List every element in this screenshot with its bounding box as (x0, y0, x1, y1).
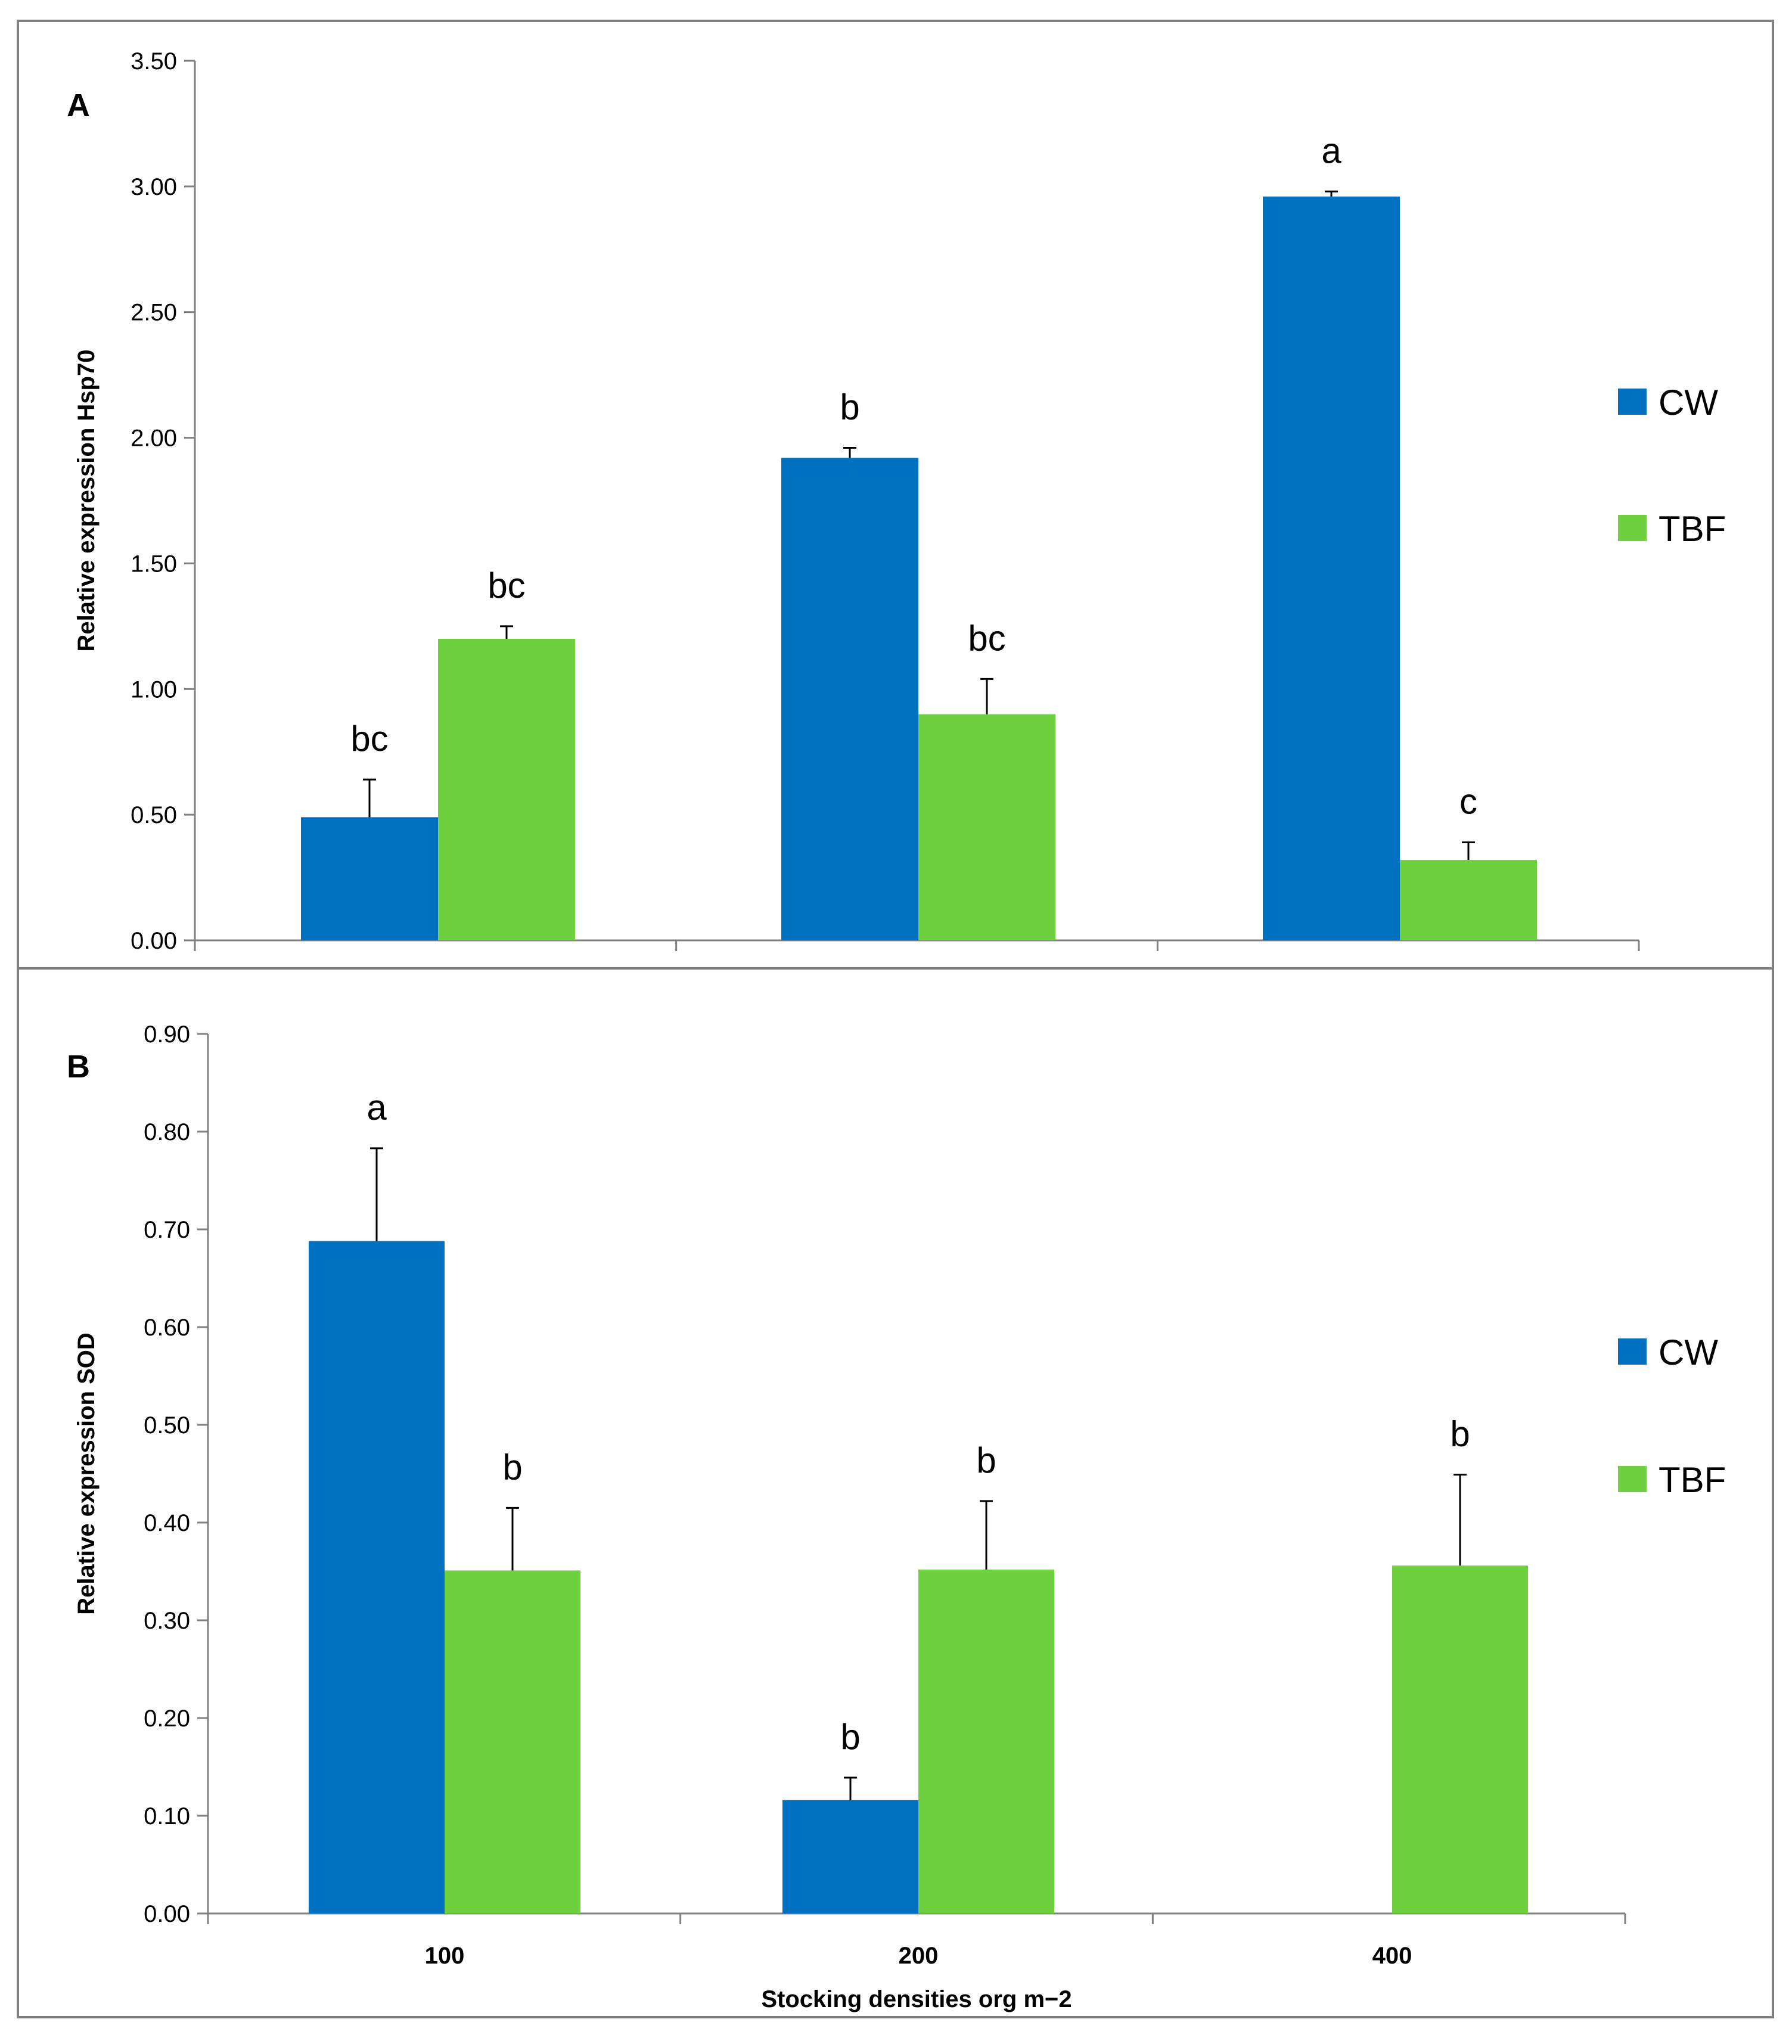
y-tick-label: 2.00 (131, 425, 177, 452)
bar-tbf-400 (1392, 1565, 1528, 1913)
bar-cw-200 (782, 1800, 918, 1913)
y-tick-label: 1.50 (131, 551, 177, 577)
legend-swatch-tbf (1618, 515, 1647, 541)
y-tick-label: 0.40 (144, 1510, 190, 1536)
y-tick-label: 0.00 (131, 928, 177, 954)
y-tick-label: 0.30 (144, 1608, 190, 1634)
significance-letter: b (840, 1717, 860, 1757)
bar-cw-200 (781, 458, 918, 940)
y-tick-label: 0.10 (144, 1803, 190, 1829)
y-tick-label: 0.50 (131, 802, 177, 828)
bar-tbf-400 (1400, 860, 1537, 940)
legend-label-cw: CW (1659, 383, 1718, 423)
y-tick-label: 0.70 (144, 1217, 190, 1243)
x-category-label: 100 (425, 1943, 465, 1969)
significance-letter: a (367, 1088, 387, 1127)
x-axis-title: Stocking densities org m−2 (761, 1986, 1072, 2012)
significance-letter: bc (350, 719, 388, 759)
bar-tbf-100 (438, 638, 575, 940)
panel-label: B (67, 1049, 90, 1085)
y-tick-label: 1.00 (131, 676, 177, 703)
y-tick-label: 0.50 (144, 1412, 190, 1439)
significance-letter: bc (968, 618, 1005, 658)
panel-a: 0.00 0.50 1.00 1.50 2.00 2.50 3.00 3.50 bc b a bc bc… (67, 48, 1726, 954)
y-tick-label: 0.20 (144, 1706, 190, 1732)
y-tick-label: 0.00 (144, 1901, 190, 1927)
legend-label-cw: CW (1659, 1332, 1718, 1372)
legend-label-tbf: TBF (1659, 509, 1726, 549)
panel-b: 0.00 0.10 0.20 0.30 0.40 0.50 0.60 0.70 0.80 0.90… (67, 1021, 1726, 2012)
y-tick-label: 0.90 (144, 1021, 190, 1048)
y-tick-label: 3.50 (131, 48, 177, 74)
panel-label: A (67, 88, 90, 123)
legend-swatch-cw (1618, 1338, 1647, 1365)
x-category-label: 400 (1372, 1943, 1412, 1969)
y-tick-label: 0.60 (144, 1315, 190, 1341)
bar-cw-100 (301, 817, 438, 940)
y-axis-title: Relative expression Hsp70 (73, 350, 100, 652)
y-tick-label: 2.50 (131, 300, 177, 326)
significance-letter: b (502, 1447, 522, 1487)
significance-letter: c (1459, 782, 1477, 822)
significance-letter: a (1321, 131, 1341, 170)
x-category-label: 200 (899, 1943, 939, 1969)
panel-b-frame (17, 967, 1774, 2018)
bar-tbf-200 (918, 1569, 1054, 1913)
bar-tbf-100 (445, 1570, 580, 1913)
y-axis-title: Relative expression SOD (73, 1332, 100, 1615)
significance-letter: bc (487, 566, 525, 605)
significance-letter: b (1450, 1414, 1470, 1454)
legend-swatch-tbf (1618, 1466, 1647, 1492)
significance-letter: b (840, 387, 859, 427)
legend-label-tbf: TBF (1659, 1460, 1726, 1500)
y-tick-label: 0.80 (144, 1119, 190, 1145)
y-tick-label: 3.00 (131, 174, 177, 200)
bar-tbf-200 (918, 714, 1055, 940)
legend-swatch-cw (1618, 389, 1647, 415)
bar-cw-100 (309, 1241, 445, 1913)
bar-cw-400 (1263, 196, 1400, 940)
significance-letter: b (976, 1440, 996, 1480)
